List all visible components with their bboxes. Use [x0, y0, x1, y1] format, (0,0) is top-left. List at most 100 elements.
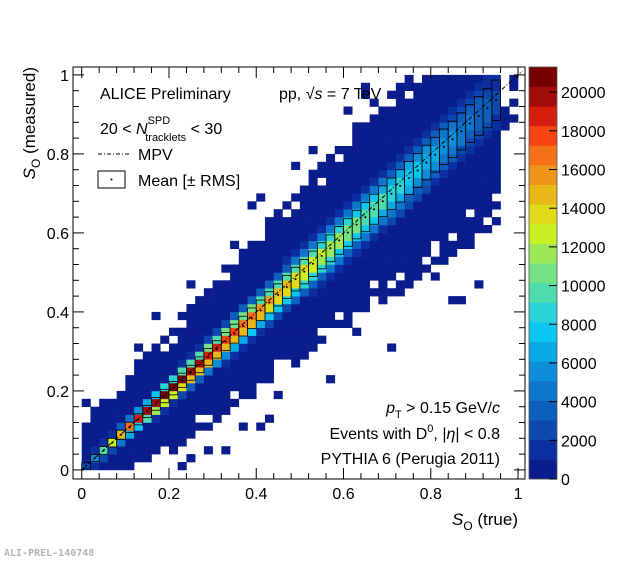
heatmap-cell	[247, 351, 257, 360]
heatmap-cell	[387, 256, 397, 265]
heatmap-cell	[203, 446, 213, 455]
heatmap-cell	[317, 296, 327, 305]
heatmap-cell	[413, 130, 423, 139]
heatmap-cell	[465, 232, 475, 242]
heatmap-cell	[160, 422, 170, 431]
colorbar-band	[529, 165, 557, 186]
heatmap-cell	[256, 256, 266, 265]
heatmap-cell	[326, 288, 336, 297]
heatmap-cell	[404, 177, 414, 186]
heatmap-cell	[273, 335, 283, 344]
heatmap-cell	[195, 383, 205, 392]
heatmap-cell	[230, 343, 240, 352]
heatmap-cell	[448, 90, 458, 99]
heatmap-cell	[238, 327, 248, 336]
heatmap-cell	[360, 177, 370, 186]
heatmap-cell	[142, 383, 152, 392]
heatmap-cell	[195, 359, 205, 368]
heatmap-cell	[142, 414, 152, 423]
heatmap-cell	[151, 438, 161, 447]
heatmap-cell	[456, 90, 466, 99]
heatmap-cell	[422, 240, 432, 250]
heatmap-cell	[395, 288, 405, 297]
heatmap-cell	[413, 264, 423, 273]
mean-point	[207, 355, 210, 358]
heatmap-cell	[116, 454, 126, 463]
heatmap-cell	[221, 288, 231, 297]
heatmap-cell	[116, 438, 126, 447]
heatmap-cell	[413, 153, 423, 163]
heatmap-cell	[256, 343, 266, 352]
heatmap-cell	[474, 161, 484, 171]
heatmap-cell	[203, 288, 213, 297]
heatmap-cell	[430, 114, 440, 123]
heatmap-cell	[439, 82, 449, 92]
heatmap-cell	[413, 201, 423, 210]
heatmap-cell	[291, 304, 301, 313]
heatmap-cell	[456, 161, 466, 171]
heatmap-cell	[291, 217, 301, 226]
mean-point	[477, 114, 480, 117]
heatmap-cell	[134, 430, 144, 439]
heatmap-cell	[212, 398, 222, 408]
heatmap-cell	[343, 264, 353, 273]
heatmap-cell	[483, 114, 493, 123]
heatmap-cell	[395, 122, 405, 131]
heatmap-cell	[456, 138, 466, 147]
heatmap-cell	[195, 327, 205, 336]
heatmap-cell	[308, 256, 318, 265]
heatmap-cell	[256, 351, 266, 360]
heatmap-cell	[422, 98, 432, 107]
heatmap-cell	[430, 193, 440, 202]
heatmap-cell	[395, 240, 405, 250]
heatmap-cell	[282, 225, 292, 234]
heatmap-cell	[151, 414, 161, 423]
heatmap-cell	[474, 225, 484, 234]
mean-point	[390, 192, 393, 195]
heatmap-cell	[326, 304, 336, 313]
axis-ticks	[73, 67, 525, 479]
heatmap-cell	[448, 161, 458, 171]
legend-mean-swatch	[97, 170, 126, 189]
heatmap-cell	[186, 311, 196, 321]
heatmap-cell	[317, 319, 327, 329]
heatmap-cell	[395, 193, 405, 202]
heatmap-cell	[151, 422, 161, 431]
heatmap-cell	[168, 406, 179, 415]
heatmap-cell	[430, 161, 440, 171]
heatmap-cell	[378, 280, 388, 289]
heatmap-cell	[326, 264, 336, 273]
heatmap-cell	[500, 114, 510, 123]
heatmap-cell	[116, 414, 126, 423]
heatmap-cell	[343, 209, 353, 218]
heatmap-cell	[456, 240, 466, 250]
heatmap-cell	[422, 114, 432, 123]
system-label: pp, √s = 7 TeV	[279, 86, 382, 103]
mean-point	[268, 301, 271, 304]
heatmap-cell	[326, 201, 336, 210]
heatmap-cell	[273, 217, 283, 226]
mean-point	[259, 309, 262, 312]
mean-point	[495, 99, 498, 102]
heatmap-cell	[326, 193, 336, 202]
heatmap-cell	[334, 146, 344, 155]
heatmap-cell	[483, 106, 493, 115]
heatmap-cell	[125, 390, 135, 400]
heatmap-cell	[282, 335, 292, 344]
heatmap-cell	[125, 446, 135, 455]
heatmap-cell	[221, 280, 231, 289]
heatmap-cell	[439, 201, 449, 210]
heatmap-cell	[212, 319, 222, 329]
mean-point	[224, 340, 227, 343]
heatmap-cell	[395, 280, 405, 289]
heatmap-cell	[142, 398, 152, 408]
heatmap-cell	[360, 161, 370, 171]
heatmap-cell	[465, 90, 475, 99]
heatmap-cell	[256, 375, 266, 384]
heatmap-cell	[177, 422, 187, 431]
colorbar-band	[529, 86, 557, 107]
heatmap-cell	[203, 335, 213, 344]
heatmap-cell	[299, 343, 309, 352]
heatmap-cell	[134, 454, 144, 463]
heatmap-cell	[282, 311, 292, 321]
